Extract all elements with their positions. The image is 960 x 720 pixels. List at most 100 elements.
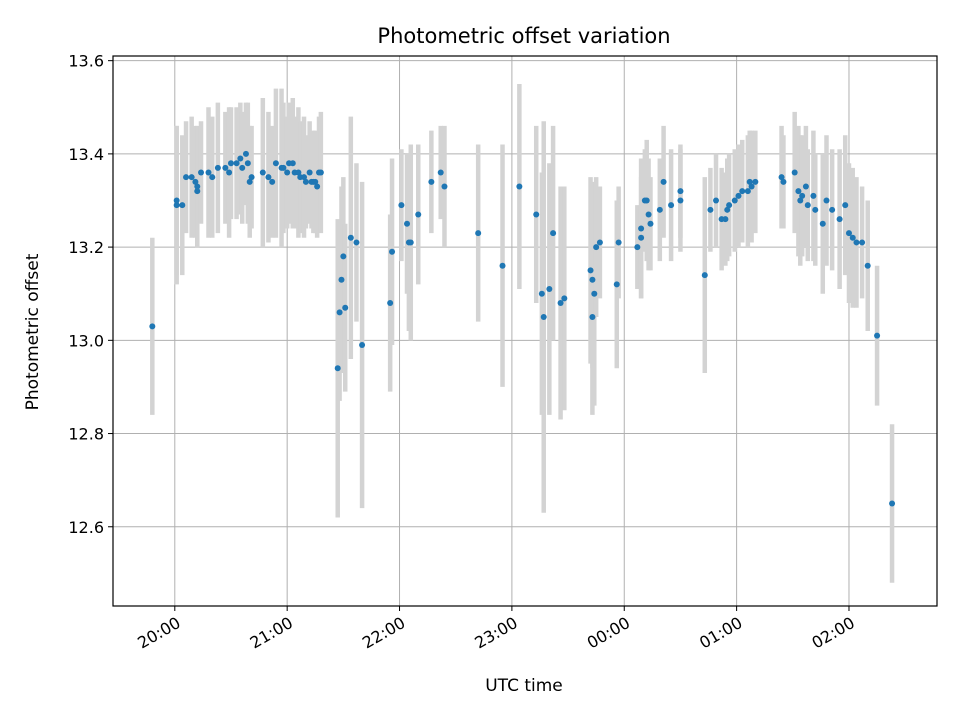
- data-point: [342, 304, 349, 311]
- data-point: [791, 169, 798, 176]
- data-point: [668, 202, 675, 209]
- data-point: [647, 220, 654, 227]
- data-point: [214, 164, 221, 171]
- data-point: [780, 178, 787, 185]
- data-point: [546, 286, 553, 293]
- data-point: [237, 155, 244, 162]
- data-point: [538, 290, 545, 297]
- data-point: [336, 309, 343, 316]
- data-point: [428, 178, 435, 185]
- data-point: [677, 197, 684, 204]
- data-point: [415, 211, 422, 218]
- data-point: [889, 500, 896, 507]
- data-point: [179, 202, 186, 209]
- data-point: [874, 332, 881, 339]
- data-point: [359, 341, 366, 348]
- y-axis-ticks: 12.6 12.8 13.0 13.2 13.4 13.6: [68, 52, 113, 537]
- data-point: [242, 150, 249, 157]
- data-point: [550, 230, 557, 237]
- data-point: [859, 239, 866, 246]
- data-point: [561, 295, 568, 302]
- data-point: [280, 164, 287, 171]
- data-point: [226, 169, 233, 176]
- data-point: [643, 197, 650, 204]
- data-point: [726, 202, 733, 209]
- data-point: [209, 174, 216, 181]
- data-point: [797, 197, 804, 204]
- y-tick-label: 13.6: [68, 52, 104, 71]
- data-point: [540, 314, 547, 321]
- data-point: [656, 206, 663, 213]
- data-point: [804, 202, 811, 209]
- data-point: [638, 234, 645, 241]
- data-point: [823, 197, 830, 204]
- data-point: [149, 323, 156, 330]
- data-point: [589, 314, 596, 321]
- data-point: [516, 183, 523, 190]
- data-point: [746, 178, 753, 185]
- data-point: [499, 262, 506, 269]
- data-point: [812, 206, 819, 213]
- data-point: [248, 174, 255, 181]
- data-point: [778, 174, 785, 181]
- data-point: [596, 239, 603, 246]
- data-point: [795, 188, 802, 195]
- data-point: [259, 169, 266, 176]
- y-tick-label: 13.0: [68, 331, 104, 350]
- x-axis-label: UTC time: [485, 676, 563, 696]
- data-point: [845, 230, 852, 237]
- data-point: [173, 202, 180, 209]
- data-point: [593, 244, 600, 251]
- data-point: [810, 192, 817, 199]
- data-point: [533, 211, 540, 218]
- data-point: [842, 202, 849, 209]
- data-point: [289, 160, 296, 167]
- data-point: [227, 160, 234, 167]
- data-point: [799, 192, 806, 199]
- data-point: [864, 262, 871, 269]
- data-point: [334, 365, 341, 372]
- plot-frame: [112, 55, 938, 607]
- data-point: [192, 178, 199, 185]
- data-point: [222, 164, 229, 171]
- data-point: [660, 178, 667, 185]
- data-point: [829, 206, 836, 213]
- data-point: [557, 300, 564, 307]
- data-point: [295, 169, 302, 176]
- y-tick-label: 13.4: [68, 145, 104, 164]
- data-point: [713, 197, 720, 204]
- data-point: [437, 169, 444, 176]
- data-point: [722, 216, 729, 223]
- data-point: [849, 234, 856, 241]
- data-point: [724, 206, 731, 213]
- data-point: [638, 225, 645, 232]
- data-point: [748, 183, 755, 190]
- data-point: [389, 248, 396, 255]
- data-point: [183, 174, 190, 181]
- data-point: [302, 178, 309, 185]
- data-point: [340, 253, 347, 260]
- data-point: [407, 239, 414, 246]
- data-point: [735, 192, 742, 199]
- y-axis-label: Photometric offset: [23, 253, 43, 410]
- data-point: [301, 174, 308, 181]
- data-point: [645, 211, 652, 218]
- data-point: [269, 178, 276, 185]
- data-point: [347, 234, 354, 241]
- data-point: [441, 183, 448, 190]
- data-points: [149, 150, 896, 507]
- data-point: [338, 276, 345, 283]
- data-point: [244, 160, 251, 167]
- data-point: [398, 202, 405, 209]
- data-point: [802, 183, 809, 190]
- data-point: [233, 160, 240, 167]
- data-point: [404, 220, 411, 227]
- data-point: [246, 178, 253, 185]
- data-point: [239, 164, 246, 171]
- data-point: [615, 239, 622, 246]
- data-point: [591, 290, 598, 297]
- data-point: [314, 183, 321, 190]
- data-point: [589, 276, 596, 283]
- data-point: [744, 188, 751, 195]
